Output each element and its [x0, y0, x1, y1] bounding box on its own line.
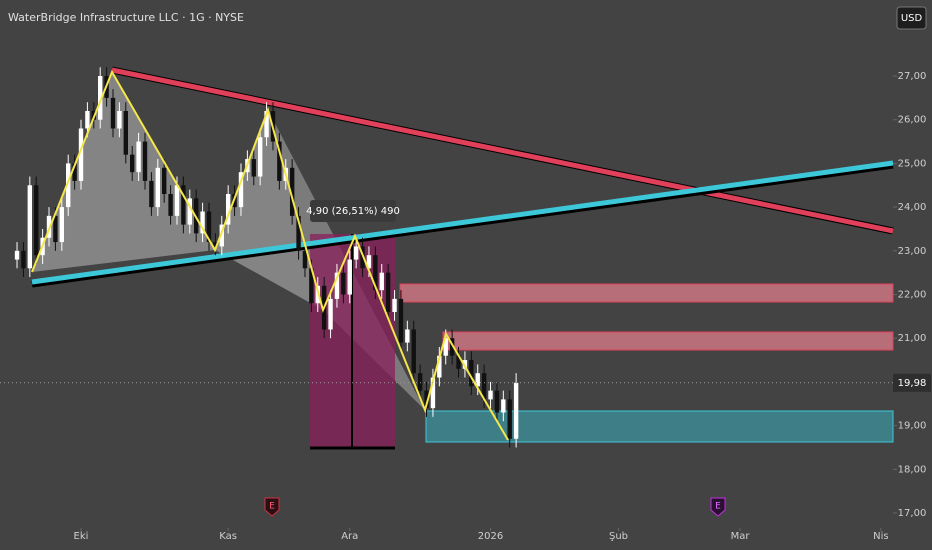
measure-box	[310, 200, 396, 222]
candle-body	[187, 198, 192, 225]
y-tick-label: 21,00	[898, 333, 927, 344]
drawings	[31, 66, 894, 450]
y-tick-label: 25,00	[898, 158, 927, 169]
event-label: E	[715, 502, 721, 512]
candle-body	[296, 215, 301, 251]
candle-body	[302, 250, 308, 269]
candle-body	[353, 246, 359, 260]
candle-body	[85, 110, 90, 129]
candle-body	[264, 110, 269, 138]
x-tick-label: Ara	[341, 531, 358, 542]
candle-body	[149, 180, 154, 208]
y-tick-label: 24,00	[898, 202, 927, 213]
candle-body	[72, 163, 77, 181]
candle-body	[507, 399, 512, 439]
candle-body	[334, 272, 340, 299]
y-tick-label: 26,00	[898, 115, 927, 126]
candle-body	[430, 377, 436, 409]
candle-body	[417, 373, 423, 391]
y-tick-label: 19,00	[898, 421, 927, 432]
zigzag	[31, 69, 509, 441]
candle-body	[405, 329, 410, 343]
candle-body	[449, 338, 455, 356]
candle-body	[341, 272, 346, 295]
y-tick-label: 22,00	[898, 290, 927, 301]
candle-body	[328, 298, 333, 330]
candle-body	[78, 128, 84, 181]
candle-body	[277, 141, 282, 181]
candle-body	[443, 338, 448, 356]
event-label: E	[269, 502, 275, 512]
candle-body	[200, 211, 205, 234]
last-price-tag	[893, 373, 931, 392]
event-marker: E	[264, 497, 280, 517]
candle-body	[385, 272, 391, 312]
candle-body	[481, 373, 487, 400]
candle-body	[155, 167, 160, 208]
candle-body	[513, 382, 519, 439]
candle-body	[219, 224, 224, 247]
symbol-title: WaterBridge Infrastructure LLC · 1G · NY…	[8, 11, 244, 24]
candle-body	[437, 355, 442, 378]
candle-body	[206, 211, 212, 243]
candle-body	[181, 185, 186, 225]
y-tick-label: 18,00	[898, 464, 927, 475]
candle-body	[488, 390, 493, 400]
candle-body	[117, 110, 122, 129]
x-tick-label: 2026	[478, 531, 503, 542]
candle-body	[309, 268, 314, 304]
x-tick-label: Eki	[74, 531, 89, 542]
candle-body	[225, 194, 231, 225]
x-tick-label: Şub	[609, 531, 628, 542]
candle-body	[494, 390, 500, 413]
candle-body	[14, 250, 20, 260]
candle-body	[136, 141, 141, 173]
candle-body	[251, 159, 256, 177]
candle-body	[373, 255, 378, 291]
candle-body	[174, 185, 180, 216]
candle-body	[59, 207, 65, 243]
y-tick-label: 23,00	[898, 246, 927, 257]
candle-body	[168, 194, 173, 216]
measure-label: 4,90 (26,51%) 490	[306, 206, 400, 217]
candle-body	[289, 167, 295, 216]
last-price-label: 19,98	[898, 378, 927, 389]
candle-body	[424, 390, 429, 409]
currency-button[interactable]	[896, 6, 927, 30]
candle-body	[123, 110, 128, 155]
candle-body	[21, 250, 26, 269]
candle-body	[27, 185, 33, 269]
candle-body	[98, 76, 103, 120]
y-tick-label: 27,00	[898, 71, 927, 82]
candle-body	[469, 360, 474, 387]
candle-body	[456, 355, 461, 369]
candle-body	[161, 167, 167, 195]
candle-body	[66, 163, 71, 208]
x-tick-label: Nis	[873, 531, 888, 542]
candle-body	[238, 172, 244, 208]
candle-body	[392, 298, 397, 312]
candle-body	[110, 97, 116, 129]
candle-body	[366, 255, 372, 269]
candle-body	[213, 242, 218, 247]
y-tick-label: 17,00	[898, 508, 927, 519]
candle-body	[398, 298, 404, 343]
x-tick-label: Kas	[219, 531, 237, 542]
candle-body	[379, 272, 384, 291]
candle-body	[501, 399, 506, 413]
candle-body	[475, 373, 480, 387]
candle-body	[53, 215, 58, 243]
candle-body	[257, 137, 263, 177]
x-tick-label: Mar	[731, 531, 751, 542]
event-marker: E	[710, 497, 726, 517]
candle-body	[142, 141, 148, 181]
currency[interactable]: USD	[901, 13, 923, 24]
candle-body	[347, 259, 352, 295]
candle-body	[34, 185, 39, 256]
candle-body	[411, 329, 416, 374]
candle-body	[129, 154, 135, 173]
